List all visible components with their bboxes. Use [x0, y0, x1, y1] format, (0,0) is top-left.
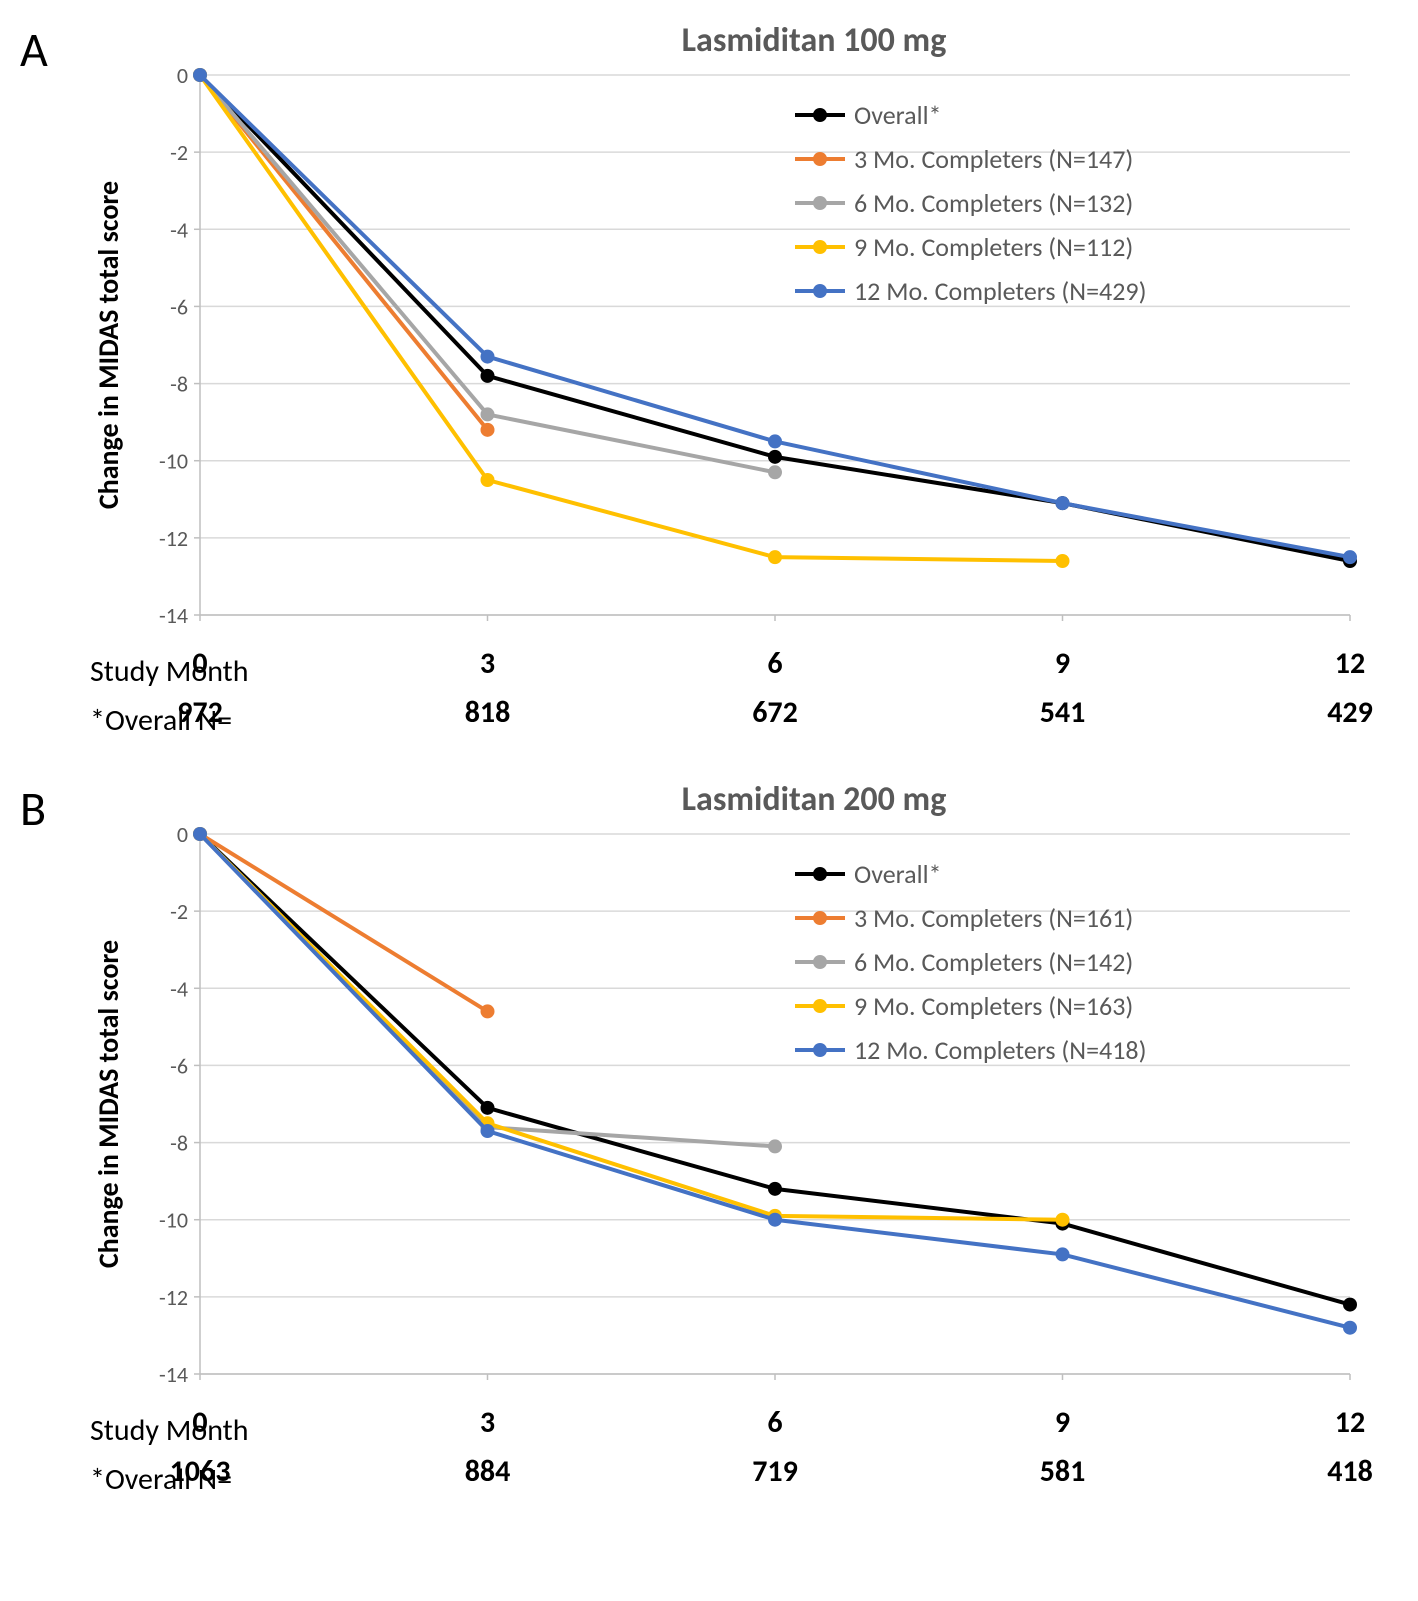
panel-a-label: A	[20, 20, 48, 79]
panel-a-chart-wrap: Lasmiditan 100 mg 0 -2 -4 -6 -8 -10 -12 -14 Chan…	[90, 20, 1398, 739]
svg-text:0: 0	[177, 65, 188, 89]
svg-text:-4: -4	[170, 216, 188, 243]
bottom-row-value: 1063	[160, 1453, 240, 1490]
svg-text:3 Mo. Completers (N=147): 3 Mo. Completers (N=147)	[854, 143, 1133, 175]
svg-text:9 Mo. Completers (N=112): 9 Mo. Completers (N=112)	[854, 231, 1133, 263]
bottom-row-value: 3	[448, 645, 528, 682]
bottom-row-value: 6	[735, 645, 815, 682]
bottom-row-value: 418	[1310, 1453, 1390, 1490]
svg-text:-14: -14	[159, 602, 188, 629]
svg-text:-2: -2	[170, 898, 188, 925]
svg-text:Overall*: Overall*	[854, 99, 942, 131]
bottom-row-value: 12	[1310, 1404, 1390, 1441]
panel-a-bottom-table: Study Month036912*Overall N=972818672541…	[90, 645, 1398, 739]
panel-a: A Lasmiditan 100 mg 0 -2 -4 -6 -8 -10 -12 -14 Ch…	[20, 20, 1398, 739]
panel-a-title: Lasmiditan 100 mg	[230, 20, 1398, 61]
svg-text:-8: -8	[170, 371, 188, 398]
bottom-row-value: 818	[448, 694, 528, 731]
bottom-row: Study Month036912	[90, 645, 1398, 690]
panel-b-chart: 0 -2 -4 -6 -8 -10 -12 -14 Change in MIDAS total …	[90, 824, 1380, 1394]
svg-text:Change in MIDAS total score: Change in MIDAS total score	[91, 940, 126, 1268]
panel-b-title: Lasmiditan 200 mg	[230, 779, 1398, 820]
svg-text:0: 0	[177, 824, 188, 848]
bottom-row-value: 429	[1310, 694, 1390, 731]
svg-text:-12: -12	[159, 525, 188, 552]
bottom-row-value: 541	[1023, 694, 1103, 731]
svg-text:-6: -6	[170, 293, 188, 320]
bottom-row-value: 884	[448, 1453, 528, 1490]
svg-text:-14: -14	[159, 1361, 188, 1388]
bottom-row: Study Month036912	[90, 1404, 1398, 1449]
bottom-row: *Overall N=1063884719581418	[90, 1453, 1398, 1498]
bottom-row-value: 0	[160, 1404, 240, 1441]
svg-text:3 Mo. Completers (N=161): 3 Mo. Completers (N=161)	[854, 902, 1133, 934]
bottom-row-value: 581	[1023, 1453, 1103, 1490]
panel-b-chart-wrap: Lasmiditan 200 mg 0 -2 -4 -6 -8 -10 -12 -14 Chan…	[90, 779, 1398, 1498]
svg-text:12 Mo. Completers (N=418): 12 Mo. Completers (N=418)	[854, 1034, 1146, 1066]
svg-text:-8: -8	[170, 1130, 188, 1157]
bottom-row-value: 3	[448, 1404, 528, 1441]
bottom-row: *Overall N=972818672541429	[90, 694, 1398, 739]
bottom-row-value: 12	[1310, 645, 1390, 682]
svg-text:-4: -4	[170, 975, 188, 1002]
figure-container: A Lasmiditan 100 mg 0 -2 -4 -6 -8 -10 -12 -14 Ch…	[20, 20, 1398, 1498]
svg-text:-10: -10	[159, 448, 188, 475]
bottom-row-value: 9	[1023, 645, 1103, 682]
panel-b: B Lasmiditan 200 mg 0 -2 -4 -6 -8 -10 -12 -14 Ch…	[20, 779, 1398, 1498]
bottom-row-value: 972	[160, 694, 240, 731]
svg-text:Overall*: Overall*	[854, 858, 942, 890]
svg-text:-2: -2	[170, 139, 188, 166]
svg-text:6 Mo. Completers (N=142): 6 Mo. Completers (N=142)	[854, 946, 1133, 978]
panel-a-chart: 0 -2 -4 -6 -8 -10 -12 -14 Change in MIDAS total …	[90, 65, 1380, 635]
svg-text:Change in MIDAS total score: Change in MIDAS total score	[91, 181, 126, 509]
svg-text:-6: -6	[170, 1052, 188, 1079]
svg-text:-10: -10	[159, 1207, 188, 1234]
bottom-row-value: 6	[735, 1404, 815, 1441]
bottom-row-value: 9	[1023, 1404, 1103, 1441]
bottom-row-value: 719	[735, 1453, 815, 1490]
bottom-row-value: 0	[160, 645, 240, 682]
svg-text:9 Mo. Completers (N=163): 9 Mo. Completers (N=163)	[854, 990, 1133, 1022]
svg-text:6 Mo. Completers (N=132): 6 Mo. Completers (N=132)	[854, 187, 1133, 219]
panel-b-bottom-table: Study Month036912*Overall N=106388471958…	[90, 1404, 1398, 1498]
panel-b-label: B	[20, 779, 46, 838]
bottom-row-value: 672	[735, 694, 815, 731]
svg-text:-12: -12	[159, 1284, 188, 1311]
svg-text:12 Mo. Completers (N=429): 12 Mo. Completers (N=429)	[854, 275, 1146, 307]
